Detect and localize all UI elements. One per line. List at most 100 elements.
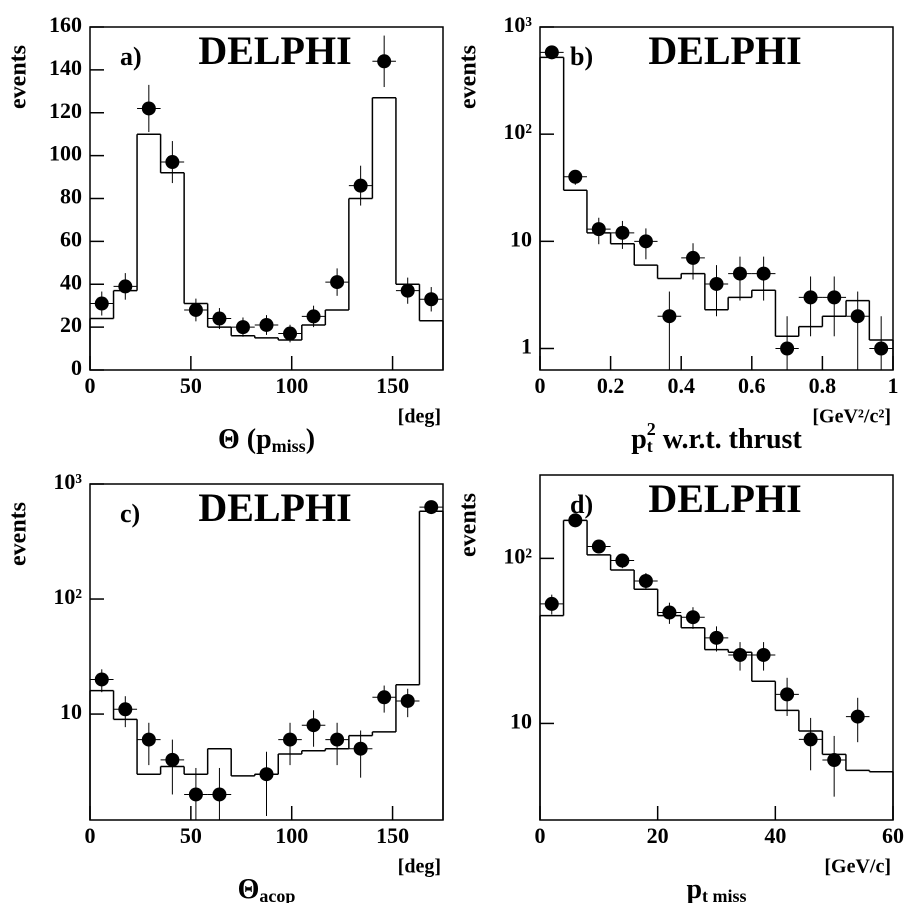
data-point <box>827 753 842 768</box>
data-point <box>377 54 392 69</box>
data-point <box>212 787 227 802</box>
data-point <box>353 741 368 756</box>
data-point <box>330 732 345 747</box>
data-point <box>141 732 156 747</box>
x-axis-label: pt miss <box>686 874 746 903</box>
data-point <box>306 718 321 733</box>
data-point <box>544 45 559 60</box>
data-point <box>709 276 724 291</box>
data-point <box>544 596 559 611</box>
x-label-part: w.r.t. thrust <box>656 424 803 455</box>
x-tick-label: 0.2 <box>597 373 625 398</box>
x-tick-label: 100 <box>275 373 308 398</box>
data-point <box>756 266 771 281</box>
x-tick-label: 0.6 <box>738 373 766 398</box>
data-point <box>141 101 156 116</box>
x-tick-label: 20 <box>647 823 669 848</box>
y-tick-label: 10² <box>503 543 532 568</box>
data-point <box>330 275 345 290</box>
y-tick-label: 10³ <box>53 469 82 494</box>
x-tick-label: 0 <box>85 823 96 848</box>
data-point <box>638 234 653 249</box>
panel-label: a) <box>120 42 142 71</box>
y-tick-label: 10² <box>53 584 82 609</box>
data-point <box>686 250 701 265</box>
data-point <box>306 309 321 324</box>
data-point <box>165 155 180 170</box>
data-point <box>638 573 653 588</box>
data-point <box>803 732 818 747</box>
x-tick-label: 60 <box>882 823 904 848</box>
data-point <box>662 605 677 620</box>
data-point <box>235 320 250 335</box>
data-point <box>424 292 439 307</box>
x-axis-unit: [deg] <box>398 406 441 428</box>
data-point <box>591 539 606 554</box>
x-tick-label: 50 <box>180 823 202 848</box>
x-tick-label: 50 <box>180 373 202 398</box>
x-axis-label: pt2 w.r.t. thrust <box>631 419 802 455</box>
data-point <box>827 290 842 305</box>
x-tick-label: 0.4 <box>667 373 695 398</box>
plot-frame <box>539 26 894 371</box>
y-tick-label: 40 <box>60 269 82 294</box>
y-tick-label: 10³ <box>503 12 532 37</box>
panel-title: DELPHI <box>648 476 801 521</box>
data-point <box>188 302 203 317</box>
data-point <box>165 752 180 767</box>
data-point <box>424 500 439 515</box>
data-point <box>591 222 606 237</box>
x-label-part: p <box>631 424 647 455</box>
y-tick-label: 10 <box>510 226 532 251</box>
x-axis-unit: [GeV²/c²] <box>812 406 891 428</box>
data-point <box>400 693 415 708</box>
data-point <box>400 283 415 298</box>
data-point <box>803 290 818 305</box>
data-point <box>874 341 889 356</box>
panel-title: DELPHI <box>648 28 801 73</box>
data-point <box>283 326 298 341</box>
panel-label: d) <box>570 490 593 519</box>
data-point <box>709 630 724 645</box>
y-tick-label: 1 <box>521 334 532 359</box>
x-axis-label: Θ (pmiss) <box>218 424 315 455</box>
x-tick-label: 1 <box>888 373 899 398</box>
y-axis-label: events <box>456 45 482 109</box>
x-label-part: p <box>686 874 702 903</box>
y-tick-label: 60 <box>60 226 82 251</box>
data-point <box>685 610 700 625</box>
data-point <box>118 279 133 294</box>
data-point <box>615 225 630 240</box>
data-point <box>283 732 298 747</box>
x-tick-label: 0.8 <box>809 373 837 398</box>
data-point <box>212 311 227 326</box>
y-tick-label: 10 <box>60 699 82 724</box>
data-point <box>733 647 748 662</box>
data-point <box>568 513 583 528</box>
panel-label: c) <box>120 499 140 528</box>
data-point <box>188 787 203 802</box>
y-tick-label: 160 <box>49 12 82 37</box>
data-point <box>118 702 133 717</box>
data-point <box>780 687 795 702</box>
x-label-part: acop <box>259 886 295 903</box>
data-point <box>94 296 109 311</box>
x-label-part: t <box>647 436 653 456</box>
y-tick-label: 100 <box>49 141 82 166</box>
y-tick-label: 0 <box>71 355 82 380</box>
data-point <box>259 767 274 782</box>
x-label-part: 2 <box>647 419 656 439</box>
y-tick-label: 10 <box>510 708 532 733</box>
y-tick-label: 20 <box>60 312 82 337</box>
panel-title: DELPHI <box>198 485 351 530</box>
data-point <box>732 266 747 281</box>
y-tick-label: 120 <box>49 98 82 123</box>
data-point <box>615 553 630 568</box>
panel-title: DELPHI <box>198 28 351 73</box>
x-axis-unit: [GeV/c] <box>824 856 891 878</box>
data-point <box>780 341 795 356</box>
x-tick-label: 150 <box>376 373 409 398</box>
data-point <box>568 169 583 184</box>
data-point <box>850 309 865 324</box>
